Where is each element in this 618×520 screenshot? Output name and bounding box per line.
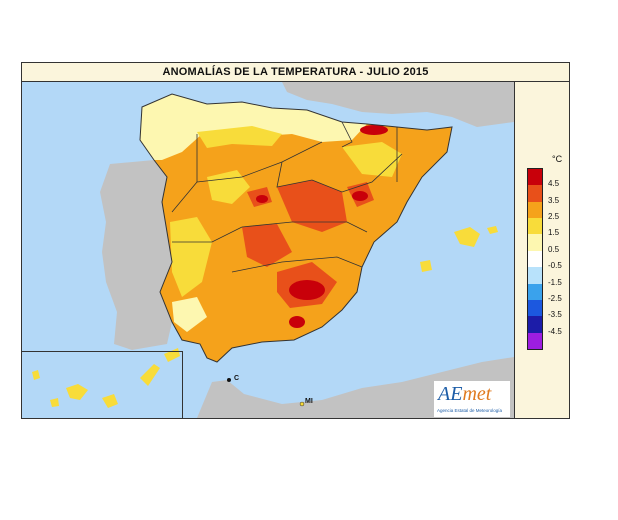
legend-swatch <box>528 169 542 186</box>
north-yellow-zone <box>197 126 282 148</box>
ibiza <box>420 260 432 272</box>
peak-madrid <box>256 195 268 203</box>
legend-swatch <box>528 283 542 300</box>
canary-la-palma <box>32 370 40 380</box>
southwest-pale-zone <box>172 297 207 332</box>
legend-swatch <box>528 201 542 219</box>
anomaly-map: C MI AEmet Agencia Estatal de Meteorolog… <box>22 82 515 418</box>
center-yellow-zone <box>207 170 250 204</box>
canary-tenerife <box>66 384 88 400</box>
legend-swatch <box>528 267 542 284</box>
legend-swatch <box>528 299 542 317</box>
france-land <box>282 82 514 127</box>
logo-subtitle: Agencia Estatal de Meteorología <box>437 408 503 413</box>
legend-unit: °C <box>552 154 563 164</box>
melilla-label: MI <box>305 398 313 405</box>
portugal-land <box>100 160 172 350</box>
title-bar: ANOMALÍAS DE LA TEMPERATURA - JULIO 2015 <box>22 63 569 82</box>
melilla-dot <box>299 401 305 407</box>
hot-zone-south-center <box>242 224 292 267</box>
canary-el-hierro <box>50 398 59 407</box>
peak-malaga <box>289 316 305 328</box>
legend-label: 3.5 <box>548 195 560 205</box>
aemet-logo: AEmet Agencia Estatal de Meteorología <box>434 381 510 417</box>
mallorca <box>454 227 480 247</box>
legend-label: 1.5 <box>548 228 560 238</box>
legend-swatch <box>528 218 542 235</box>
canary-gran-canaria <box>102 394 118 408</box>
peak-east <box>352 191 368 201</box>
legend-label: -3.5 <box>548 310 562 320</box>
legend-swatch <box>528 250 542 268</box>
legend-label: -1.5 <box>548 277 562 287</box>
legend-label: -2.5 <box>548 293 562 303</box>
ceuta-label: C <box>234 375 240 382</box>
canary-sea <box>22 351 182 418</box>
logo-word: AEmet <box>438 383 492 405</box>
legend-swatch <box>528 316 542 333</box>
map-svg <box>22 82 514 418</box>
west-yellow-zone <box>170 217 212 297</box>
legend-label: 4.5 <box>548 179 560 189</box>
region-borders <box>171 121 403 273</box>
legend-swatch <box>528 234 542 251</box>
canary-fuerteventura <box>140 364 160 386</box>
map-frame: ANOMALÍAS DE LA TEMPERATURA - JULIO 2015 <box>21 62 570 419</box>
legend-label: 2.5 <box>548 212 560 222</box>
hot-zone-center <box>277 180 347 232</box>
legend-color-scale <box>527 168 543 350</box>
legend-panel: °C 4.5 3.5 2.5 1.5 0.5 -0.5 -1.5 -2.5 -3.5 -4.5 <box>515 82 569 418</box>
peak-pyrenees <box>360 125 388 135</box>
legend-label: 0.5 <box>548 244 560 254</box>
legend-swatch <box>528 332 542 349</box>
peak-granada <box>289 280 325 300</box>
map-title: ANOMALÍAS DE LA TEMPERATURA - JULIO 2015 <box>162 66 429 78</box>
menorca <box>487 226 498 234</box>
ceuta-dot <box>227 378 231 382</box>
legend-label: -0.5 <box>548 261 562 271</box>
canary-inset-frame <box>22 351 183 418</box>
spain-outline <box>139 93 453 363</box>
legend-swatch <box>528 185 542 202</box>
legend-label: -4.5 <box>548 326 562 336</box>
